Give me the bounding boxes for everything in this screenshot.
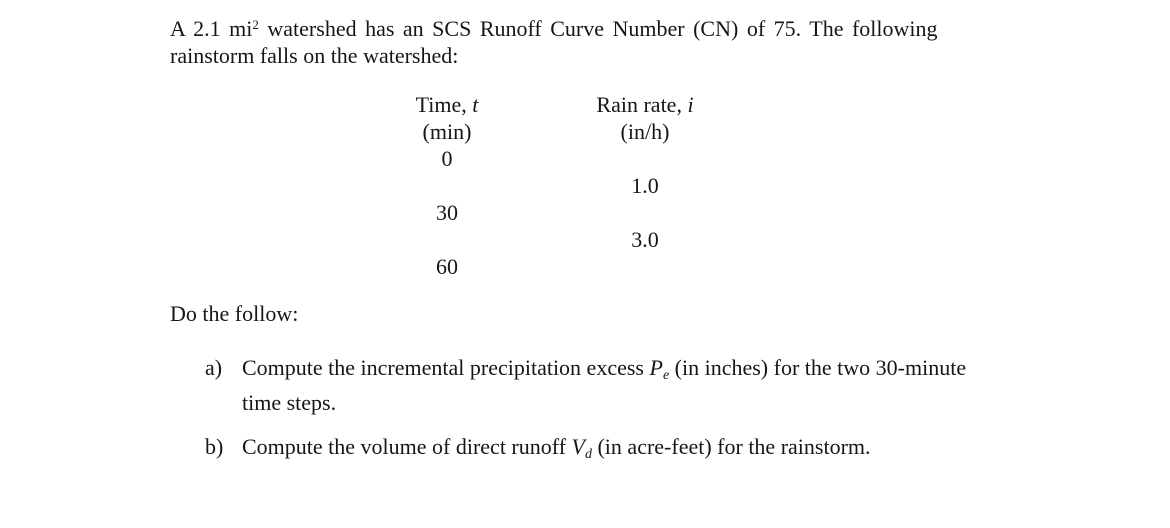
time-value-row-2: 30 bbox=[436, 200, 458, 225]
time-column: Time, t (min) 0 30 60 bbox=[382, 91, 512, 280]
task-a-line-2: time steps. bbox=[242, 390, 337, 415]
rain-rate-header-text: Rain rate, bbox=[596, 92, 688, 117]
time-column-header: Time, t bbox=[382, 91, 512, 118]
time-column-unit: (min) bbox=[422, 119, 472, 144]
variable-Vd-subscript: d bbox=[584, 447, 592, 462]
time-value-row-1 bbox=[382, 172, 512, 199]
task-b-line-1: Compute the volume of direct runoff Vd (… bbox=[242, 433, 1052, 468]
task-b-text-before-variable: Compute the volume of direct runoff bbox=[242, 434, 572, 459]
rain-rate-column-unit: (in/h) bbox=[620, 119, 670, 144]
rain-rate-value-row-0 bbox=[570, 145, 720, 172]
rain-rate-variable-i: i bbox=[687, 92, 694, 117]
instruction-line: Do the follow: bbox=[170, 301, 299, 326]
rain-rate-value-row-3: 3.0 bbox=[631, 227, 659, 252]
task-a-text-after-variable: (in inches) for the two 30-minute bbox=[669, 355, 967, 380]
variable-Pe: P bbox=[649, 355, 663, 380]
rain-rate-column: Rain rate, i (in/h) 1.0 3.0 bbox=[570, 91, 720, 280]
variable-Vd: V bbox=[571, 434, 585, 459]
variable-Pe-subscript: e bbox=[662, 368, 670, 383]
time-value-row-3 bbox=[382, 226, 512, 253]
rain-rate-value-row-1: 1.0 bbox=[631, 173, 659, 198]
intro-line-2: rainstorm falls on the watershed: bbox=[170, 43, 459, 68]
mi-squared-superscript: 2 bbox=[252, 17, 259, 32]
time-variable-t: t bbox=[472, 92, 479, 117]
intro-text-after-superscript: watershed has an SCS Runoff Curve Number… bbox=[258, 16, 938, 41]
task-a-content: Compute the incremental precipitation ex… bbox=[242, 354, 1052, 416]
rain-rate-column-header: Rain rate, i bbox=[570, 91, 720, 118]
task-a-line-1: Compute the incremental precipitation ex… bbox=[242, 354, 1052, 389]
task-b-text-after-variable: (in acre-feet) for the rainstorm. bbox=[591, 434, 871, 459]
intro-text-before-superscript: A 2.1 mi bbox=[170, 16, 253, 41]
rain-rate-value-row-4 bbox=[570, 253, 720, 280]
task-b-label: b) bbox=[205, 434, 224, 459]
rain-rate-value-row-2 bbox=[570, 199, 720, 226]
task-b-content: Compute the volume of direct runoff Vd (… bbox=[242, 433, 1052, 468]
task-a-text-before-variable: Compute the incremental precipitation ex… bbox=[242, 355, 650, 380]
time-value-row-4: 60 bbox=[436, 254, 458, 279]
intro-line-1: A 2.1 mi2 watershed has an SCS Runoff Cu… bbox=[170, 11, 1002, 42]
time-header-text: Time, bbox=[415, 92, 473, 117]
task-a-label: a) bbox=[205, 355, 223, 380]
time-value-row-0: 0 bbox=[441, 146, 453, 171]
problem-intro: A 2.1 mi2 watershed has an SCS Runoff Cu… bbox=[170, 11, 1002, 69]
